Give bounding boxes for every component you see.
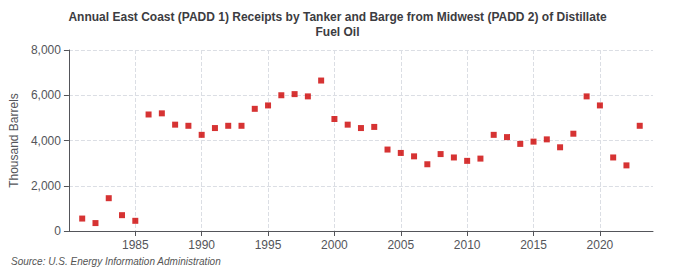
svg-text:8,000: 8,000 [31,43,61,57]
svg-text:Thousand Barrels: Thousand Barrels [7,93,21,188]
svg-text:6,000: 6,000 [31,88,61,102]
svg-text:1985: 1985 [122,238,149,252]
svg-text:2,000: 2,000 [31,179,61,193]
svg-text:2005: 2005 [387,238,414,252]
svg-text:1990: 1990 [188,238,215,252]
svg-text:2010: 2010 [454,238,481,252]
svg-text:Fuel Oil: Fuel Oil [315,25,359,39]
svg-text:2000: 2000 [321,238,348,252]
svg-text:Source: U.S. Energy Informatio: Source: U.S. Energy Information Administ… [11,256,221,267]
svg-text:1995: 1995 [255,238,282,252]
svg-text:2020: 2020 [587,238,614,252]
svg-text:0: 0 [54,224,61,238]
svg-text:4,000: 4,000 [31,134,61,148]
svg-text:Annual East Coast (PADD 1) Rec: Annual East Coast (PADD 1) Receipts by T… [68,10,606,24]
svg-text:2015: 2015 [520,238,547,252]
